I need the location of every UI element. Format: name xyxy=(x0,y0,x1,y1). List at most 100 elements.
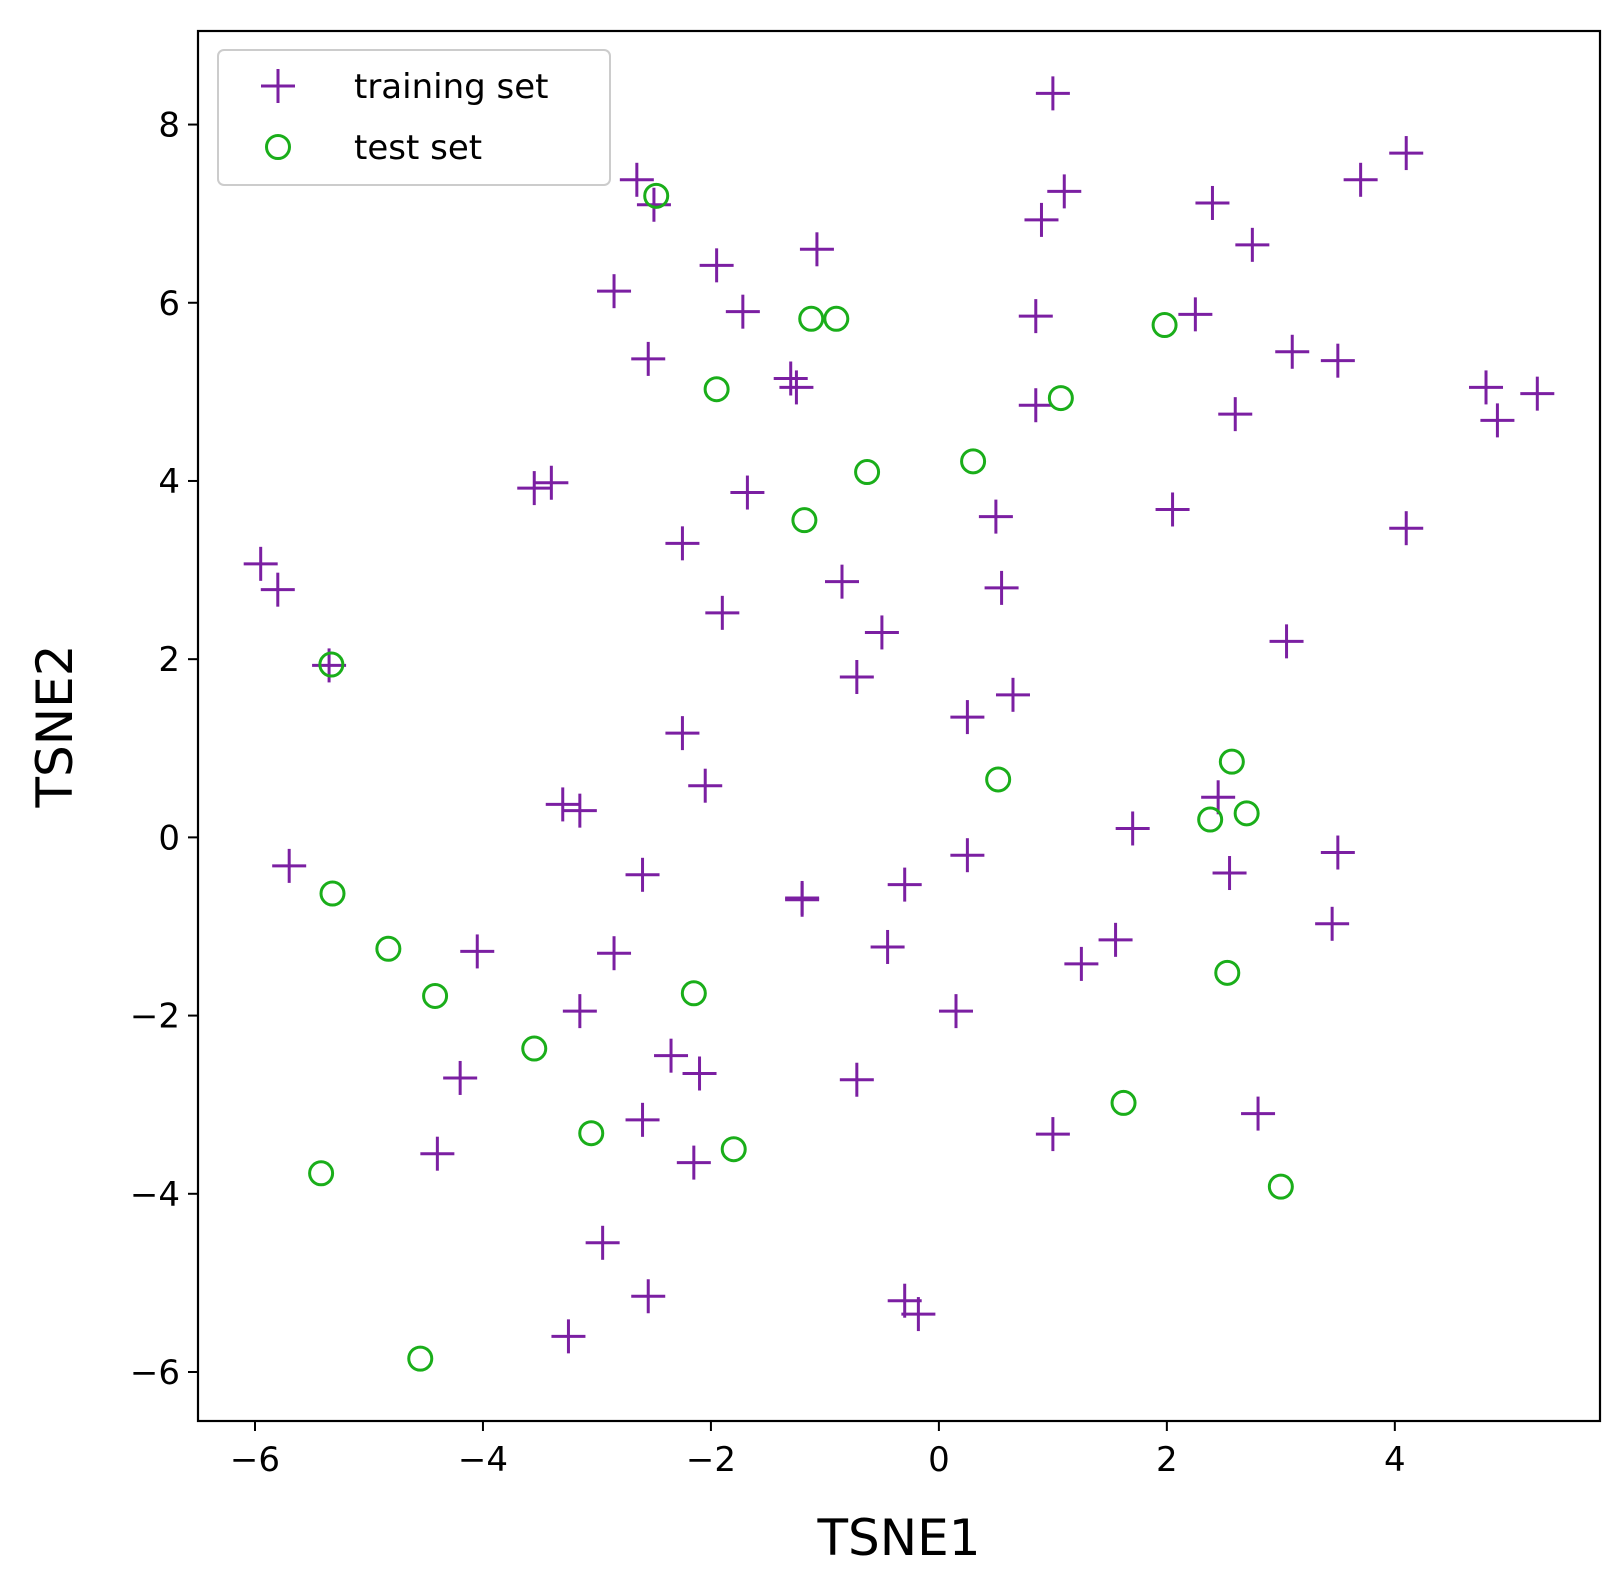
training-point xyxy=(597,936,632,971)
training-point xyxy=(950,838,985,873)
training-point xyxy=(839,659,874,694)
legend-circle-symbol xyxy=(265,134,291,160)
training-point xyxy=(1018,299,1053,334)
training-point xyxy=(1315,906,1350,941)
training-point xyxy=(938,994,973,1029)
axis-ticks: −6 −4 −2 0 2 4 −6 −4 −2 0 2 4 6 8 xyxy=(130,106,1406,1480)
test-point xyxy=(960,448,987,475)
test-point xyxy=(985,766,1012,793)
training-point xyxy=(260,572,295,607)
training-point xyxy=(825,564,860,599)
training-point xyxy=(978,499,1013,534)
test-point xyxy=(643,182,670,209)
test-point xyxy=(680,980,707,1007)
legend-circle-mark xyxy=(265,134,291,160)
data-marks xyxy=(243,76,1555,1372)
training-point xyxy=(665,526,700,561)
training-point xyxy=(725,294,760,329)
training-point xyxy=(1320,343,1355,378)
training-point xyxy=(562,994,597,1029)
legend-label-training-set: training set xyxy=(354,67,549,107)
training-point xyxy=(1235,227,1270,262)
training-point xyxy=(1241,1096,1276,1131)
training-point xyxy=(1178,297,1213,332)
training-point xyxy=(243,546,278,581)
training-point xyxy=(420,1136,455,1171)
training-point xyxy=(625,857,660,892)
training-point xyxy=(597,274,632,309)
training-point xyxy=(839,1062,874,1097)
training-point xyxy=(665,716,700,751)
test-point xyxy=(1197,806,1224,833)
y-axis-title: TSNE2 xyxy=(26,644,84,808)
training-point xyxy=(1320,835,1355,870)
training-point xyxy=(1047,174,1082,209)
legend-plus-symbol xyxy=(261,69,295,103)
training-point xyxy=(887,867,922,902)
y-tick-label: 0 xyxy=(158,818,180,858)
test-point xyxy=(720,1136,747,1163)
test-point xyxy=(318,651,345,678)
training-point xyxy=(864,615,899,650)
training-point xyxy=(585,1225,620,1260)
training-point xyxy=(460,934,495,969)
training-point xyxy=(682,1056,717,1091)
training-point xyxy=(1389,136,1424,171)
training-point xyxy=(1389,511,1424,546)
training-point xyxy=(1469,370,1504,405)
test-point xyxy=(319,880,346,907)
legend-box xyxy=(217,49,611,186)
test-point xyxy=(1267,1173,1294,1200)
training-point xyxy=(1115,811,1150,846)
training-point xyxy=(272,848,307,883)
training-point xyxy=(1275,334,1310,369)
y-tick-label: 4 xyxy=(158,462,180,502)
test-point xyxy=(578,1120,605,1147)
x-tick-label: 0 xyxy=(928,1440,950,1480)
training-point xyxy=(950,700,985,735)
training-point xyxy=(654,1038,689,1073)
training-point xyxy=(1218,397,1253,432)
training-point xyxy=(562,793,597,828)
training-point xyxy=(730,475,765,510)
test-point xyxy=(521,1035,548,1062)
y-tick-label: 6 xyxy=(158,284,180,324)
training-point xyxy=(443,1060,478,1095)
training-point xyxy=(631,341,666,376)
test-point xyxy=(422,982,449,1009)
test-point xyxy=(823,305,850,332)
training-point xyxy=(631,1279,666,1314)
test-point xyxy=(407,1345,434,1372)
training-point xyxy=(534,465,569,500)
test-point xyxy=(798,305,825,332)
training-point xyxy=(785,880,820,915)
training-point xyxy=(676,1145,711,1180)
test-point xyxy=(308,1160,335,1187)
training-point xyxy=(1155,492,1190,527)
training-point xyxy=(1520,376,1555,411)
training-point xyxy=(1064,946,1099,981)
training-point xyxy=(1201,780,1236,815)
training-point xyxy=(1035,1117,1070,1152)
training-point xyxy=(1269,624,1304,659)
training-point xyxy=(870,929,905,964)
y-tick-label: 8 xyxy=(158,106,180,146)
y-tick-label: −2 xyxy=(130,997,180,1037)
training-point xyxy=(699,248,734,283)
training-point xyxy=(1212,856,1247,891)
training-point xyxy=(887,1283,922,1318)
legend: training set test set xyxy=(217,49,611,186)
x-tick-label: −4 xyxy=(458,1440,508,1480)
legend-label-test-set: test set xyxy=(354,128,482,168)
x-tick-label: 2 xyxy=(1156,1440,1178,1480)
training-point xyxy=(984,570,1019,605)
test-point xyxy=(791,507,818,534)
x-tick-label: −6 xyxy=(230,1440,280,1480)
legend-plus-mark xyxy=(261,69,295,103)
training-point xyxy=(995,677,1030,712)
y-tick-label: −4 xyxy=(130,1175,180,1215)
training-point xyxy=(625,1102,660,1137)
